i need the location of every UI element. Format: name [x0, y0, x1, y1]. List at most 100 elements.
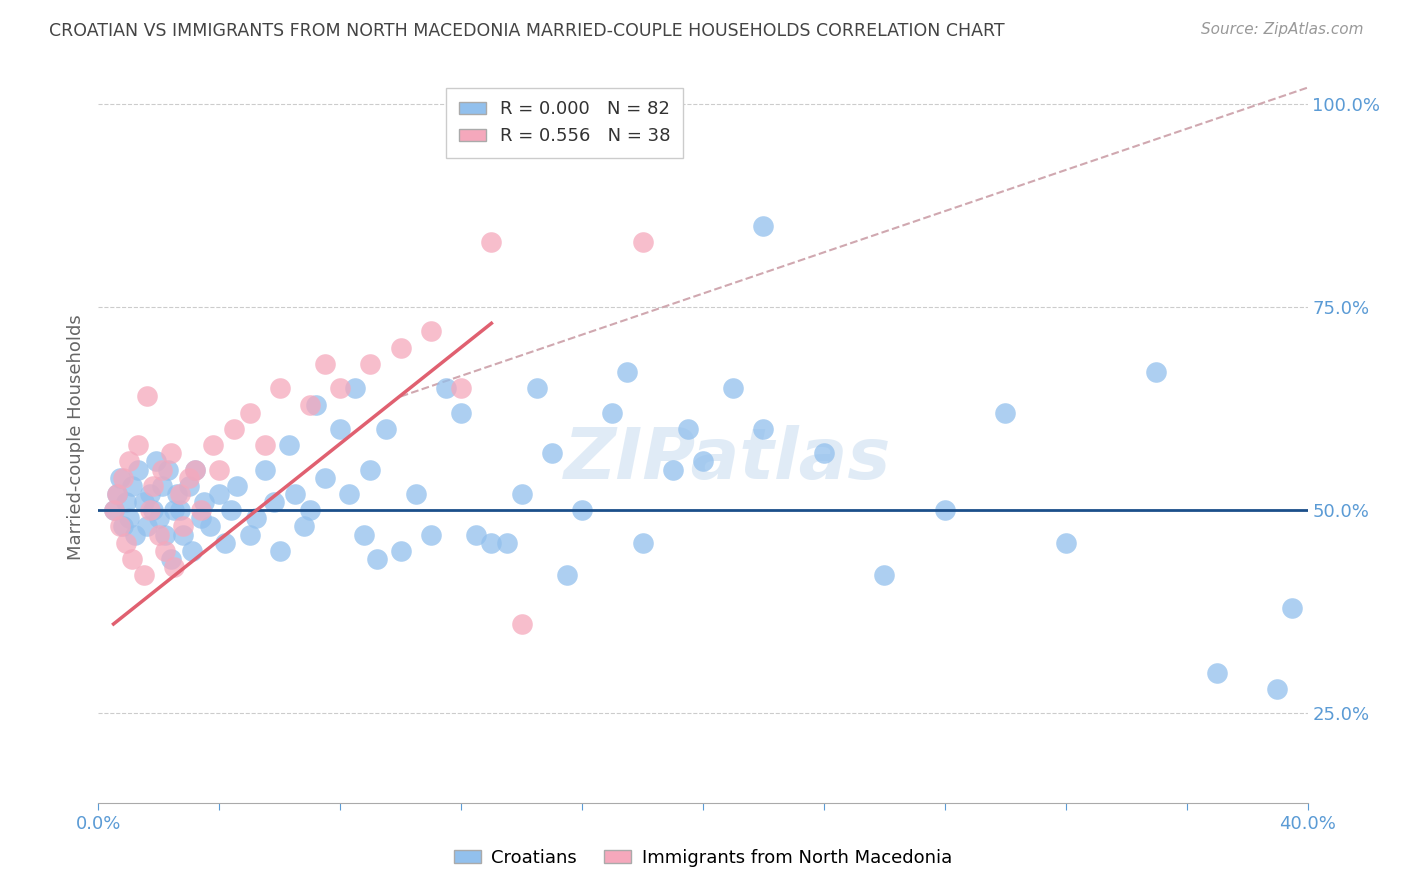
Point	[156, 462, 179, 476]
Point	[602, 406, 624, 420]
Point	[202, 438, 225, 452]
Point	[169, 487, 191, 501]
Point	[127, 438, 149, 452]
Point	[374, 422, 396, 436]
Point	[200, 519, 222, 533]
Point	[132, 568, 155, 582]
Point	[465, 527, 488, 541]
Text: ZIPatlas: ZIPatlas	[564, 425, 891, 493]
Point	[245, 511, 267, 525]
Point	[108, 471, 131, 485]
Point	[253, 438, 276, 452]
Point	[360, 357, 382, 371]
Point	[153, 544, 176, 558]
Legend: Croatians, Immigrants from North Macedonia: Croatians, Immigrants from North Macedon…	[446, 842, 960, 874]
Point	[224, 422, 246, 436]
Point	[105, 487, 128, 501]
Point	[108, 519, 131, 533]
Point	[692, 454, 714, 468]
Point	[166, 487, 188, 501]
Point	[139, 503, 162, 517]
Point	[450, 406, 472, 420]
Point	[169, 503, 191, 517]
Point	[994, 406, 1017, 420]
Point	[450, 381, 472, 395]
Point	[160, 446, 183, 460]
Point	[263, 495, 285, 509]
Point	[631, 235, 654, 249]
Point	[1206, 665, 1229, 680]
Point	[208, 462, 231, 476]
Point	[299, 503, 322, 517]
Point	[124, 527, 146, 541]
Point	[631, 535, 654, 549]
Point	[284, 487, 307, 501]
Point	[389, 544, 412, 558]
Point	[160, 552, 183, 566]
Point	[153, 527, 176, 541]
Point	[239, 527, 262, 541]
Point	[103, 503, 125, 517]
Point	[434, 381, 457, 395]
Point	[723, 381, 745, 395]
Point	[269, 381, 291, 395]
Point	[103, 503, 125, 517]
Point	[676, 422, 699, 436]
Point	[337, 487, 360, 501]
Point	[1281, 600, 1303, 615]
Point	[135, 519, 157, 533]
Point	[132, 495, 155, 509]
Point	[571, 503, 593, 517]
Legend: R = 0.000   N = 82, R = 0.556   N = 38: R = 0.000 N = 82, R = 0.556 N = 38	[446, 87, 683, 158]
Point	[292, 519, 315, 533]
Point	[353, 527, 375, 541]
Point	[214, 535, 236, 549]
Point	[420, 527, 443, 541]
Point	[661, 462, 683, 476]
Point	[114, 535, 136, 549]
Text: Source: ZipAtlas.com: Source: ZipAtlas.com	[1201, 22, 1364, 37]
Point	[239, 406, 262, 420]
Point	[495, 535, 517, 549]
Point	[172, 519, 194, 533]
Point	[366, 552, 388, 566]
Point	[329, 422, 352, 436]
Point	[193, 495, 215, 509]
Point	[121, 479, 143, 493]
Point	[127, 462, 149, 476]
Point	[221, 503, 243, 517]
Point	[389, 341, 412, 355]
Point	[752, 219, 775, 233]
Point	[163, 503, 186, 517]
Point	[329, 381, 352, 395]
Point	[190, 511, 212, 525]
Point	[135, 389, 157, 403]
Point	[405, 487, 427, 501]
Point	[299, 398, 322, 412]
Point	[105, 487, 128, 501]
Point	[481, 235, 503, 249]
Point	[1267, 681, 1289, 696]
Point	[510, 487, 533, 501]
Point	[934, 503, 956, 517]
Point	[148, 527, 170, 541]
Point	[142, 479, 165, 493]
Point	[1144, 365, 1167, 379]
Point	[226, 479, 249, 493]
Point	[114, 495, 136, 509]
Point	[179, 471, 201, 485]
Point	[360, 462, 382, 476]
Point	[111, 471, 134, 485]
Point	[139, 487, 162, 501]
Point	[813, 446, 835, 460]
Point	[163, 560, 186, 574]
Point	[752, 422, 775, 436]
Point	[873, 568, 896, 582]
Point	[1054, 535, 1077, 549]
Point	[526, 381, 548, 395]
Point	[540, 446, 562, 460]
Point	[148, 511, 170, 525]
Point	[481, 535, 503, 549]
Point	[344, 381, 367, 395]
Y-axis label: Married-couple Households: Married-couple Households	[66, 314, 84, 560]
